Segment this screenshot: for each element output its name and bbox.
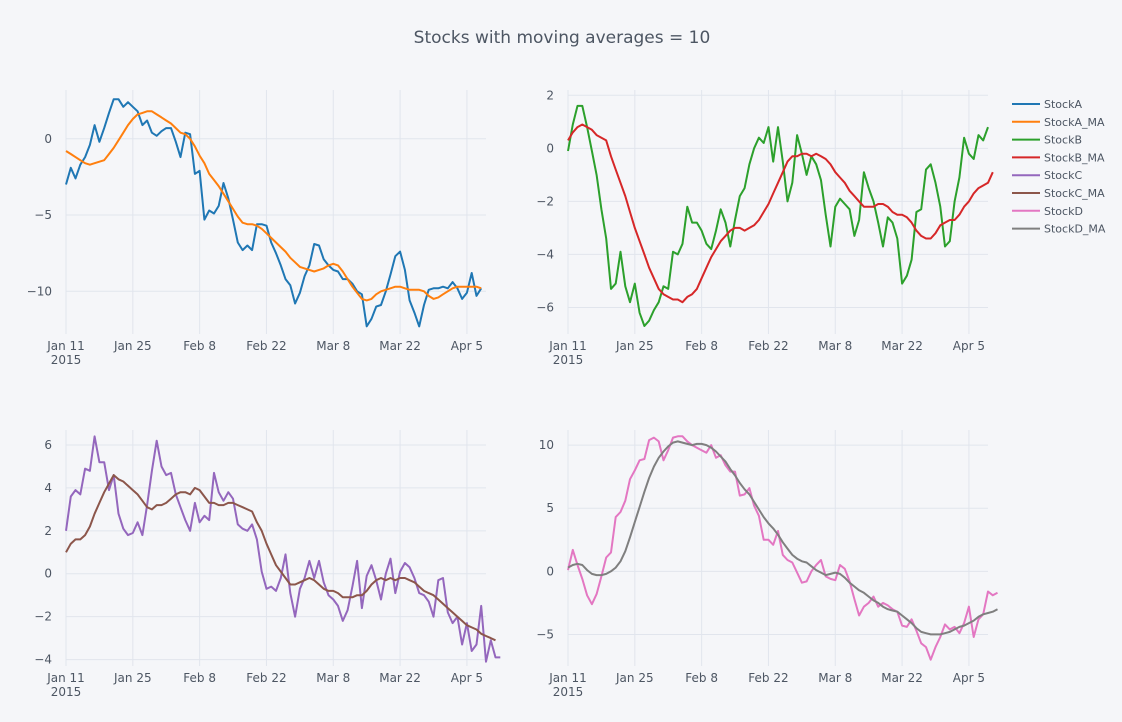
y-tick-label: 0 [546,141,554,155]
y-tick-label: −5 [34,208,52,222]
y-tick-label: 2 [546,88,554,102]
x-tick-label: Jan 11 [548,671,587,685]
x-tick-label: Mar 8 [316,339,350,353]
legend-label: StockD [1044,205,1083,218]
x-tick-label: Feb 8 [685,339,718,353]
series-line-stocka-ma [65,110,482,302]
x-tick-label: Mar 8 [818,671,852,685]
x-tick-label: Apr 5 [451,671,483,685]
x-tick-label: Mar 8 [818,339,852,353]
y-tick-label: 10 [539,438,554,452]
x-tick-label: Mar 8 [316,671,350,685]
x-tick-label: Jan 25 [615,339,654,353]
y-tick-label: −4 [536,247,554,261]
series-line-stockc [65,435,501,663]
x-tick-label: Mar 22 [379,671,421,685]
y-tick-label: 6 [44,438,52,452]
y-tick-label: 0 [44,567,52,581]
x-tick-year-label: 2015 [553,685,584,699]
y-tick-label: 5 [546,501,554,515]
series-line-stocka [65,98,483,328]
y-tick-label: −4 [34,653,52,667]
x-tick-label: Jan 25 [113,339,152,353]
x-tick-label: Jan 25 [615,671,654,685]
x-tick-label: Jan 11 [548,339,587,353]
y-tick-label: −2 [34,610,52,624]
legend-label: StockC_MA [1044,187,1105,200]
x-tick-label: Feb 8 [183,339,216,353]
legend-label: StockA_MA [1044,116,1105,129]
legend-label: StockB [1044,134,1082,147]
x-tick-label: Jan 11 [46,339,85,353]
legend: StockA StockA_MA StockB StockB_MA StockC Stoc… [1012,98,1106,236]
x-tick-label: Feb 22 [246,671,286,685]
chart-title: Stocks with moving averages = 10 [414,28,711,48]
legend-label: StockB_MA [1044,151,1105,164]
x-tick-label: Apr 5 [953,339,985,353]
series-line-stockb-ma [567,123,994,304]
x-tick-label: Apr 5 [953,671,985,685]
y-tick-label: 2 [44,524,52,538]
x-tick-label: Feb 22 [246,339,286,353]
x-tick-label: Feb 22 [748,339,788,353]
legend-label: StockD_MA [1044,223,1106,236]
y-tick-label: 0 [44,132,52,146]
y-tick-label: −2 [536,194,554,208]
series-line-stockd [567,435,998,661]
y-tick-label: −6 [536,300,554,314]
x-tick-label: Feb 22 [748,671,788,685]
y-tick-label: −5 [536,627,554,641]
series-line-stockc-ma [65,474,496,642]
x-tick-label: Feb 8 [685,671,718,685]
x-tick-label: Mar 22 [881,671,923,685]
x-tick-year-label: 2015 [51,685,82,699]
x-tick-label: Mar 22 [881,339,923,353]
series-line-stockb [567,104,989,327]
x-tick-label: Mar 22 [379,339,421,353]
series-line-stockd-ma [567,440,998,636]
x-tick-label: Apr 5 [451,339,483,353]
x-tick-label: Jan 11 [46,671,85,685]
x-tick-year-label: 2015 [553,353,584,367]
x-tick-label: Feb 8 [183,671,216,685]
x-tick-year-label: 2015 [51,353,82,367]
x-tick-label: Jan 25 [113,671,152,685]
y-tick-label: −10 [27,284,52,298]
y-tick-label: 0 [546,564,554,578]
legend-label: StockC [1044,169,1082,182]
legend-label: StockA [1044,98,1082,111]
y-tick-label: 4 [44,481,52,495]
